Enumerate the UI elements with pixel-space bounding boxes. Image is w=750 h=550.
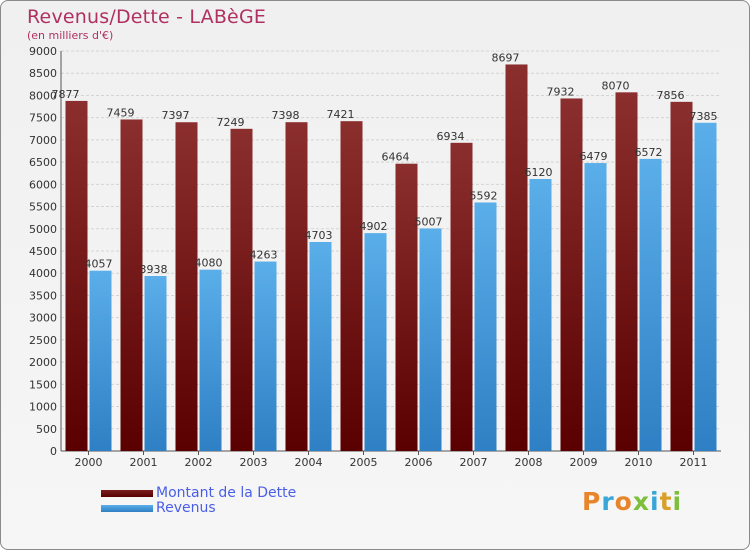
data-label-revenus: 6479 <box>580 150 608 163</box>
y-tick-label: 8500 <box>29 67 57 80</box>
data-label-revenus: 4902 <box>360 220 388 233</box>
y-tick-label: 8000 <box>29 89 57 102</box>
data-label-revenus: 7385 <box>690 110 718 123</box>
data-label-revenus: 5007 <box>415 215 443 228</box>
bar-debt <box>615 92 638 451</box>
bar-revenus <box>584 163 607 452</box>
x-tick-label: 2011 <box>680 456 708 469</box>
bar-debt <box>670 101 693 451</box>
data-label-debt: 7877 <box>52 88 80 101</box>
y-tick-label: 3500 <box>29 289 57 302</box>
logo-letter: t <box>659 487 673 516</box>
legend-swatch-revenus <box>101 505 153 512</box>
bar-revenus <box>199 269 222 451</box>
data-label-debt: 8070 <box>602 79 630 92</box>
bar-revenus <box>694 122 717 452</box>
y-tick-label: 6500 <box>29 156 57 169</box>
data-label-revenus: 4703 <box>305 229 333 242</box>
bar-debt <box>450 142 473 452</box>
data-label-debt: 7459 <box>107 106 135 119</box>
y-tick-label: 2500 <box>29 334 57 347</box>
data-label-debt: 7856 <box>657 89 685 102</box>
x-tick-label: 2001 <box>130 456 158 469</box>
data-label-debt: 7249 <box>217 116 245 129</box>
y-tick-label: 500 <box>36 423 57 436</box>
y-tick-label: 4500 <box>29 245 57 258</box>
data-label-debt: 7932 <box>547 85 575 98</box>
y-tick-label: 9000 <box>29 45 57 58</box>
y-tick-label: 4000 <box>29 267 57 280</box>
legend-label-revenus: Revenus <box>156 500 216 516</box>
logo-letter: P <box>582 487 602 516</box>
bar-revenus <box>474 202 497 451</box>
legend-swatch-debt <box>101 490 153 497</box>
proxiti-logo: Proxiti <box>582 487 682 516</box>
data-label-debt: 6464 <box>382 151 410 164</box>
x-tick-label: 2006 <box>405 456 433 469</box>
data-label-revenus: 5592 <box>470 189 498 202</box>
logo-letter: i <box>672 487 683 516</box>
logo-letter: r <box>601 487 615 516</box>
x-tick-label: 2005 <box>350 456 378 469</box>
x-tick-label: 2004 <box>295 456 323 469</box>
data-label-revenus: 4057 <box>85 258 113 271</box>
y-tick-label: 7500 <box>29 112 57 125</box>
bar-debt <box>285 122 308 451</box>
bar-debt <box>230 128 253 452</box>
bar-revenus <box>364 233 387 451</box>
bar-revenus <box>309 241 332 451</box>
chart-title: Revenus/Dette - LABèGE <box>27 6 267 28</box>
bar-debt <box>175 122 198 451</box>
y-tick-label: 0 <box>50 445 57 458</box>
x-tick-label: 2000 <box>75 456 103 469</box>
bar-debt <box>120 119 143 451</box>
bar-revenus <box>254 261 277 451</box>
bar-debt <box>395 163 418 451</box>
bar-revenus <box>529 179 552 451</box>
chart-subtitle: (en milliers d'€) <box>27 29 114 42</box>
logo-letter: x <box>632 487 650 516</box>
x-tick-label: 2002 <box>185 456 213 469</box>
x-tick-label: 2003 <box>240 456 268 469</box>
logo-letter: o <box>614 487 633 516</box>
data-label-revenus: 4263 <box>250 249 278 262</box>
y-tick-label: 7000 <box>29 134 57 147</box>
y-tick-label: 3000 <box>29 312 57 325</box>
y-tick-label: 2000 <box>29 356 57 369</box>
bar-debt <box>505 64 528 451</box>
bar-debt <box>560 98 583 451</box>
y-tick-label: 6000 <box>29 178 57 191</box>
bar-revenus <box>89 270 112 451</box>
x-tick-label: 2009 <box>570 456 598 469</box>
y-tick-label: 1500 <box>29 378 57 391</box>
bar-debt <box>65 100 88 452</box>
data-label-revenus: 6120 <box>525 166 553 179</box>
data-label-revenus: 4080 <box>195 257 223 270</box>
bar-revenus <box>639 158 662 451</box>
logo-letter: i <box>650 487 660 516</box>
data-label-revenus: 3938 <box>140 263 168 276</box>
x-tick-label: 2010 <box>625 456 653 469</box>
y-tick-label: 5000 <box>29 223 57 236</box>
data-label-debt: 7397 <box>162 109 190 122</box>
bar-debt <box>340 121 363 451</box>
bar-revenus <box>144 275 167 451</box>
x-tick-label: 2007 <box>460 456 488 469</box>
data-label-debt: 7398 <box>272 109 300 122</box>
data-label-debt: 7421 <box>327 108 355 121</box>
data-label-debt: 6934 <box>437 130 465 143</box>
y-tick-label: 1000 <box>29 401 57 414</box>
x-tick-label: 2008 <box>515 456 543 469</box>
data-label-revenus: 6572 <box>635 146 663 159</box>
data-label-debt: 8697 <box>492 51 520 64</box>
legend-label-debt: Montant de la Dette <box>156 485 297 501</box>
y-tick-label: 5500 <box>29 201 57 214</box>
bar-revenus <box>419 228 442 451</box>
